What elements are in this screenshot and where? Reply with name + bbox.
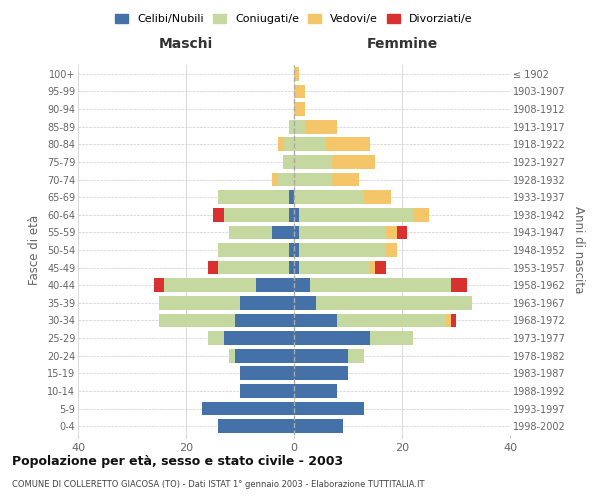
Bar xyxy=(235,314,294,328)
Bar xyxy=(294,366,348,380)
Bar xyxy=(283,138,294,151)
Bar xyxy=(229,349,235,362)
Bar xyxy=(370,331,413,345)
Bar xyxy=(370,260,375,274)
Bar xyxy=(294,314,337,328)
Legend: Celibi/Nubili, Coniugati/e, Vedovi/e, Divorziati/e: Celibi/Nubili, Coniugati/e, Vedovi/e, Di… xyxy=(112,10,476,28)
Bar xyxy=(294,243,299,257)
Bar xyxy=(337,314,445,328)
Bar xyxy=(208,260,218,274)
Bar xyxy=(445,314,451,328)
Bar xyxy=(294,84,305,98)
Bar xyxy=(272,172,278,186)
Text: Popolazione per età, sesso e stato civile - 2003: Popolazione per età, sesso e stato civil… xyxy=(12,455,343,468)
Bar xyxy=(386,226,397,239)
Bar xyxy=(218,190,289,204)
Bar xyxy=(294,420,343,433)
Bar xyxy=(294,190,364,204)
Bar xyxy=(305,120,337,134)
Bar xyxy=(240,366,294,380)
Bar xyxy=(272,226,294,239)
Bar xyxy=(256,278,294,292)
Bar xyxy=(332,155,375,169)
Bar xyxy=(294,402,364,415)
Bar xyxy=(213,208,224,222)
Bar xyxy=(294,260,299,274)
Bar xyxy=(154,278,164,292)
Bar xyxy=(289,260,294,274)
Bar xyxy=(294,384,337,398)
Bar xyxy=(299,260,370,274)
Bar xyxy=(294,102,305,116)
Bar xyxy=(364,190,391,204)
Bar xyxy=(218,243,289,257)
Text: Maschi: Maschi xyxy=(159,37,213,51)
Y-axis label: Anni di nascita: Anni di nascita xyxy=(572,206,585,294)
Bar xyxy=(289,208,294,222)
Bar xyxy=(218,420,294,433)
Bar xyxy=(224,331,294,345)
Bar xyxy=(240,384,294,398)
Bar xyxy=(451,278,467,292)
Bar xyxy=(294,208,299,222)
Y-axis label: Fasce di età: Fasce di età xyxy=(28,215,41,285)
Bar xyxy=(294,226,299,239)
Bar xyxy=(299,226,386,239)
Bar xyxy=(202,402,294,415)
Bar xyxy=(294,278,310,292)
Bar xyxy=(451,314,456,328)
Bar xyxy=(299,243,386,257)
Bar xyxy=(294,155,332,169)
Bar xyxy=(208,331,224,345)
Bar xyxy=(294,67,299,80)
Bar xyxy=(224,208,289,222)
Bar xyxy=(413,208,429,222)
Bar xyxy=(386,243,397,257)
Bar xyxy=(294,138,326,151)
Bar xyxy=(289,190,294,204)
Bar xyxy=(235,349,294,362)
Text: Femmine: Femmine xyxy=(367,37,437,51)
Bar xyxy=(240,296,294,310)
Bar xyxy=(159,314,235,328)
Bar xyxy=(229,226,272,239)
Bar xyxy=(283,155,294,169)
Bar xyxy=(289,120,294,134)
Text: COMUNE DI COLLERETTO GIACOSA (TO) - Dati ISTAT 1° gennaio 2003 - Elaborazione TU: COMUNE DI COLLERETTO GIACOSA (TO) - Dati… xyxy=(12,480,425,489)
Bar xyxy=(299,208,413,222)
Bar xyxy=(375,260,386,274)
Bar xyxy=(278,138,283,151)
Bar xyxy=(278,172,294,186)
Bar xyxy=(294,349,348,362)
Bar xyxy=(326,138,370,151)
Bar xyxy=(310,278,451,292)
Bar xyxy=(397,226,407,239)
Bar xyxy=(289,243,294,257)
Bar xyxy=(294,296,316,310)
Bar xyxy=(316,296,472,310)
Bar xyxy=(294,331,370,345)
Bar xyxy=(164,278,256,292)
Bar xyxy=(159,296,240,310)
Bar xyxy=(332,172,359,186)
Bar xyxy=(294,120,305,134)
Bar xyxy=(348,349,364,362)
Bar xyxy=(294,172,332,186)
Bar xyxy=(218,260,289,274)
